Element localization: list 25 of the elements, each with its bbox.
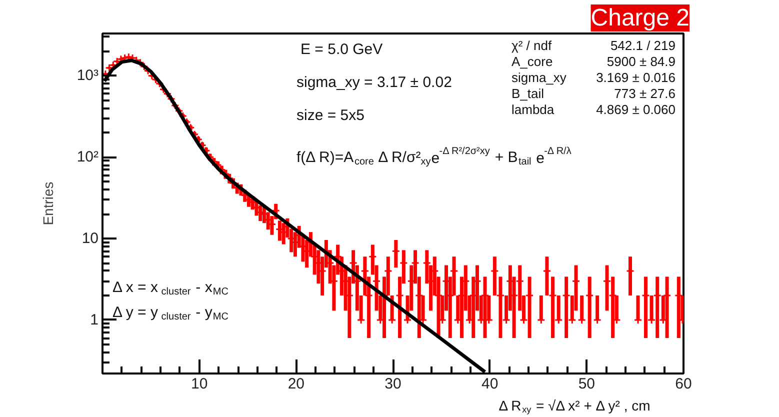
y-tick-label: 10² [76,148,99,166]
y-tick-label: 10 [82,230,99,248]
x-tick-label: 10 [190,376,208,392]
annotation: A_core [512,54,553,69]
x-tick-label: 20 [288,376,305,392]
annotation: 5900 ± 84.9 [606,54,676,69]
annotation: χ² / ndf [512,38,552,53]
annotation: sigma_xy [512,70,567,85]
text: Charge 2 [590,4,690,32]
x-tick-label: 60 [675,376,692,392]
y-tick-label: 1 [90,311,98,328]
y-tick-label: 10³ [76,67,99,84]
annotation: E = 5.0 GeV [300,41,383,58]
y-axis-title: Entries [40,182,56,226]
x-tick-label: 30 [384,376,402,392]
annotation: 4.869 ± 0.060 [596,102,676,117]
x-tick-label: 50 [578,376,596,392]
annotation: 542.1 / 219 [610,38,676,53]
annotation: size = 5x5 [296,107,364,124]
x-tick-label: 40 [481,376,498,392]
annotation: lambda [512,102,555,117]
annotation: 3.169 ± 0.016 [596,70,676,85]
annotation: sigma_xy = 3.17 ± 0.02 [296,74,452,91]
annotation: B_tail [512,86,544,101]
annotation: 773 ± 27.6 [614,86,676,101]
